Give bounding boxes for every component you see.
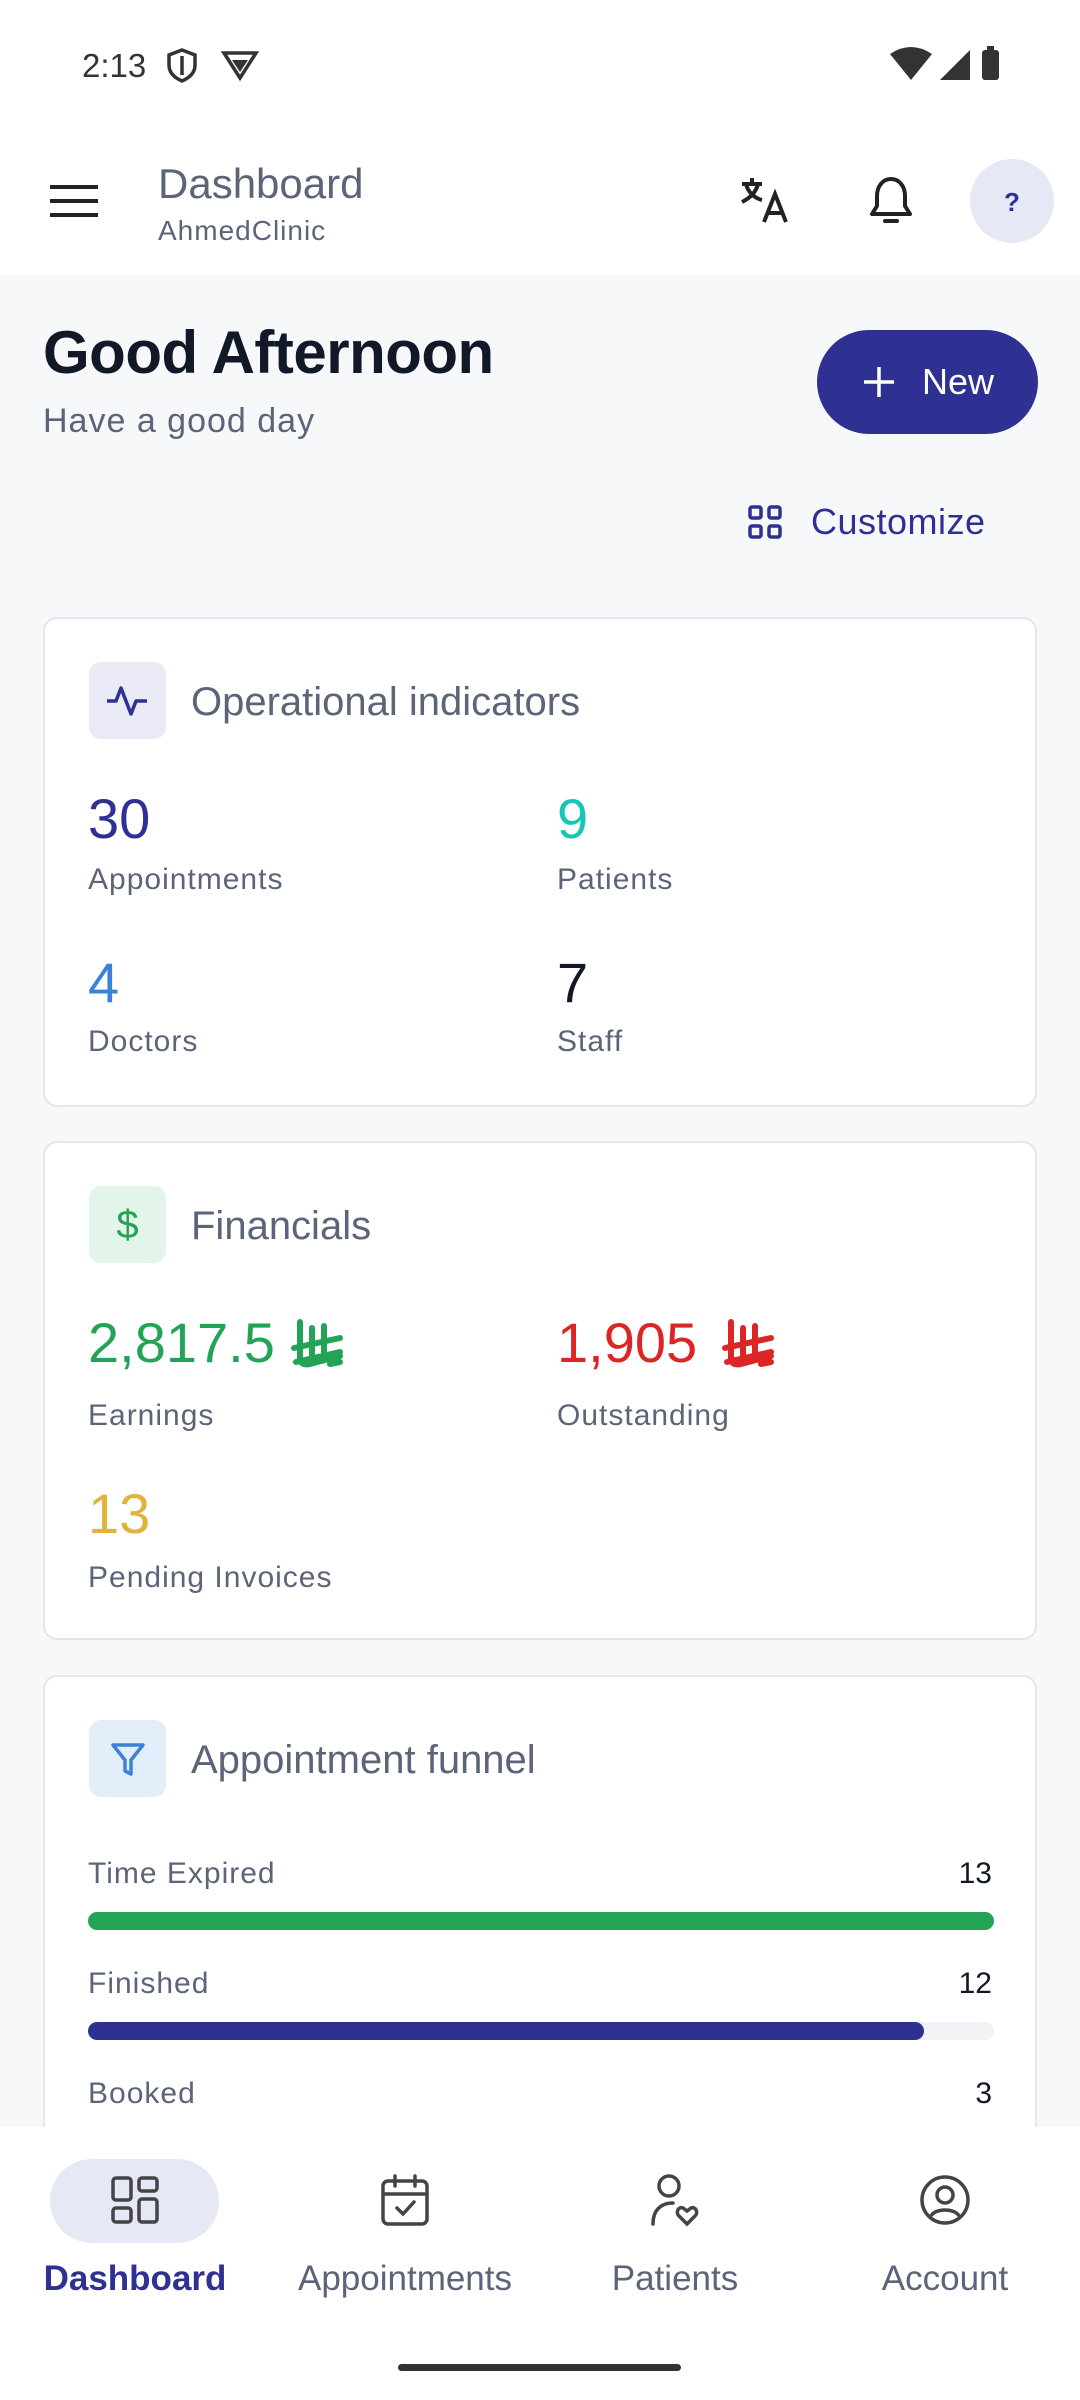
funnel-icon: [111, 1743, 145, 1776]
stat-value: 4: [88, 951, 120, 1014]
nav-active-pill: [50, 2159, 219, 2243]
nav-label[interactable]: Dashboard: [43, 2259, 227, 2298]
header-bg: [0, 0, 1080, 275]
app-title: Dashboard: [158, 160, 364, 207]
card-title: Financials: [191, 1204, 372, 1248]
funnel-value: 3: [975, 2077, 992, 2110]
nav-icon: [920, 2175, 970, 2225]
nav-icon: [651, 2174, 699, 2227]
dollar-icon: $: [116, 1203, 139, 1247]
menu-button[interactable]: [50, 184, 98, 218]
home-indicator: [398, 2364, 681, 2371]
stat-label: Pending Invoices: [88, 1561, 333, 1594]
nav-label[interactable]: Appointments: [297, 2259, 513, 2298]
stat-value: 30: [88, 787, 151, 850]
card-title: Appointment funnel: [191, 1738, 536, 1782]
plus-icon: [864, 367, 894, 397]
avatar-text: ?: [1004, 187, 1020, 217]
funnel-bar: [88, 1912, 994, 1930]
stat-label: Outstanding: [557, 1399, 730, 1432]
status-icon: [220, 51, 260, 82]
nav-label[interactable]: Patients: [611, 2259, 739, 2298]
nav-icon: [111, 2176, 159, 2224]
card-title: Operational indicators: [191, 680, 581, 724]
stat-label: Doctors: [88, 1025, 199, 1058]
nav-label[interactable]: Account: [881, 2259, 1009, 2298]
stat-label: Appointments: [88, 863, 284, 896]
funnel-value: 12: [958, 1967, 992, 2000]
greeting-subtitle: Have a good day: [43, 402, 316, 440]
greeting-title: Good Afternoon: [43, 319, 494, 386]
card-icon: [89, 1720, 166, 1797]
currency-icon: [722, 1319, 774, 1368]
funnel-label: Finished: [88, 1967, 210, 2000]
translate-button[interactable]: [740, 176, 790, 224]
notifications-button[interactable]: [866, 174, 916, 228]
new-button[interactable]: [817, 330, 1038, 434]
nav-icon: [381, 2174, 429, 2226]
status-icons: [890, 46, 999, 80]
funnel-value: 13: [958, 1857, 992, 1890]
pulse-icon: [107, 686, 147, 716]
card-icon: [89, 1186, 166, 1263]
stat-label: Patients: [557, 863, 674, 896]
stat-label: Earnings: [88, 1399, 215, 1432]
operational-card: Operational indicators 30 Appointments 9…: [43, 617, 1037, 1107]
stat-label: Staff: [557, 1025, 624, 1058]
customize-button[interactable]: Customize: [811, 501, 986, 542]
customize-icon: [748, 505, 782, 539]
stat-value: 9: [557, 787, 589, 850]
stat-value: 2,817.5: [88, 1311, 275, 1374]
financials-card: $ Financials 2,817.5 Earnings 1,905 Outs…: [43, 1141, 1037, 1640]
avatar[interactable]: [970, 159, 1054, 243]
currency-icon: [291, 1319, 343, 1368]
new-button-label: New: [922, 361, 995, 402]
stat-value: 13: [88, 1482, 151, 1545]
status-time: 2:13: [82, 47, 147, 84]
stat-value: 7: [557, 951, 589, 1014]
stat-value: 1,905: [557, 1311, 698, 1374]
funnel-label: Booked: [88, 2077, 196, 2110]
funnel-label: Time Expired: [88, 1857, 276, 1890]
app-subtitle: AhmedClinic: [158, 215, 327, 246]
status-icon: [167, 48, 197, 83]
funnel-bar: [88, 2022, 925, 2040]
